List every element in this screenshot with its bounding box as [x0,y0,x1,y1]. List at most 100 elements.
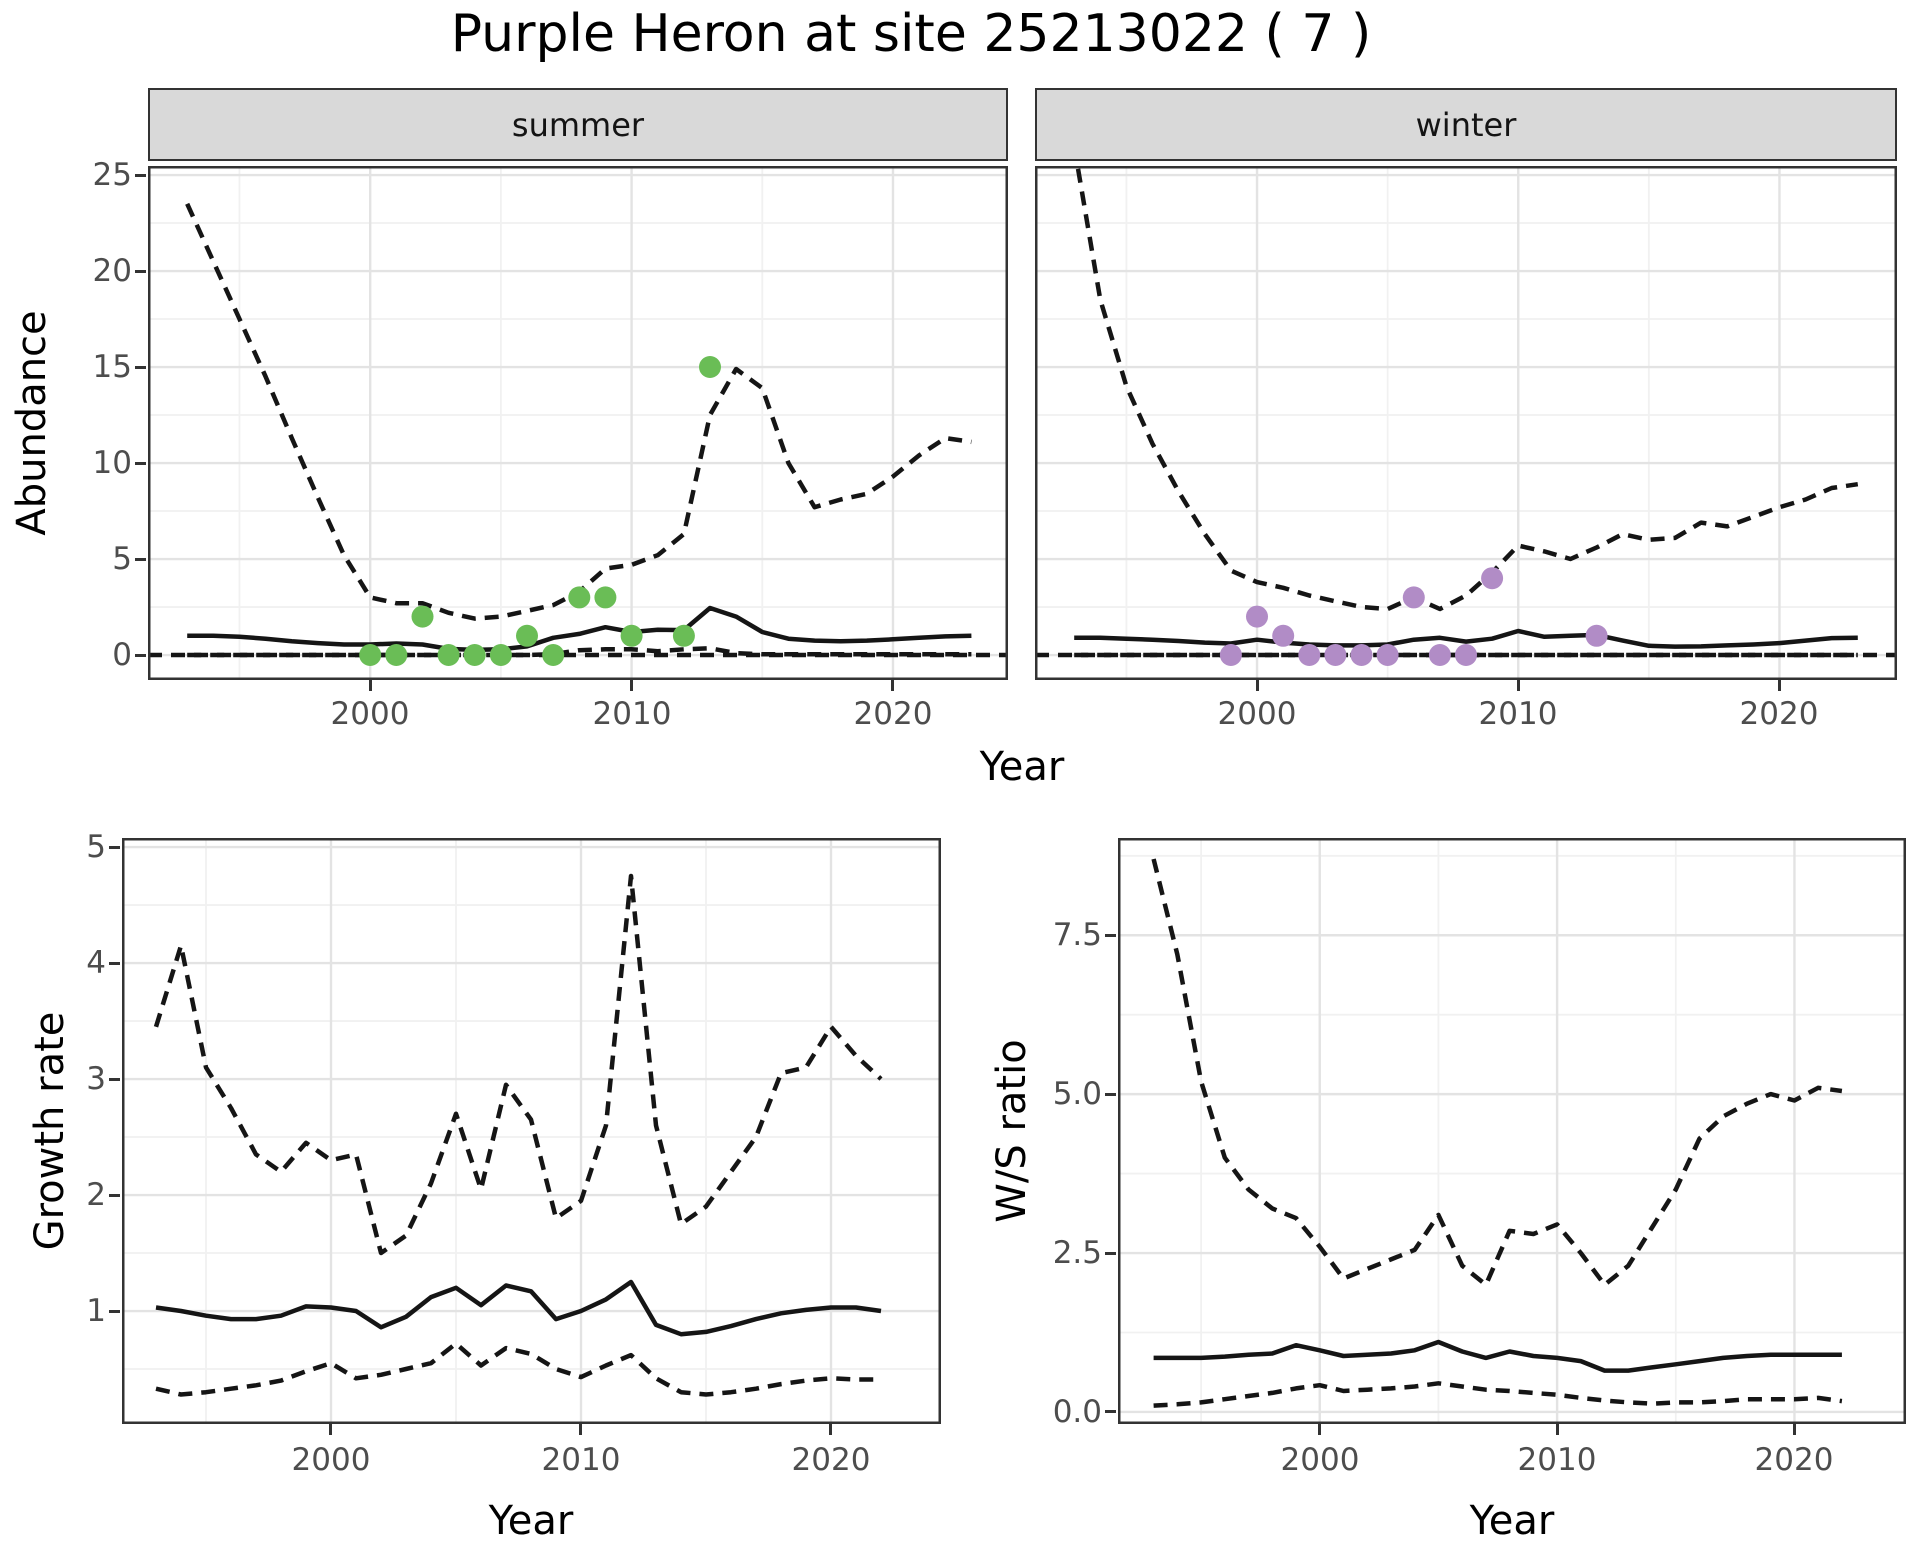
observation-point [1350,644,1373,666]
x-tick-mark [829,1424,832,1435]
observation-point [385,644,408,666]
panel-border [1118,838,1906,1424]
observation-point [411,605,434,628]
x-tick-label: 2020 [1754,1442,1834,1478]
y-tick-label: 7.5 [1052,917,1102,953]
x-tick-label: 2010 [592,696,672,732]
y-axis-title-abundance: Abundance [9,310,55,536]
y-tick-label: 3 [86,1061,106,1097]
x-tick-label: 2010 [541,1442,621,1478]
x-tick-mark [329,1424,332,1435]
x-tick-label: 2000 [291,1442,371,1478]
y-tick-label: 25 [92,157,132,193]
y-tick-mark [135,366,146,369]
x-axis-title-year-growth: Year [488,1498,574,1544]
observation-point [516,624,538,647]
x-tick-label: 2020 [853,696,933,732]
y-tick-label: 2.5 [1052,1235,1102,1271]
x-tick-mark [579,1424,582,1435]
series-lower_95ci [155,1341,881,1397]
y-axis-title-growth-rate: Growth rate [27,1011,73,1251]
series-upper_95ci [185,202,972,621]
y-tick-label: 5 [112,541,132,577]
y-tick-label: 20 [92,253,132,289]
series-upper_95ci [1071,145,1859,612]
x-axis-title-year-top: Year [979,744,1065,790]
facet-strip-winter-label: winter [1415,105,1517,144]
y-tick-mark [135,270,146,273]
observation-point [568,586,591,609]
panel-ws-ratio [1118,838,1906,1424]
abundance_winter-plot-area [1035,145,1897,680]
panel-border [148,166,1008,680]
x-axis-title-year-ws: Year [1469,1498,1555,1544]
facet-strip-winter: winter [1035,88,1897,161]
y-tick-mark [1105,1410,1116,1413]
y-tick-mark [135,174,146,177]
y-tick-mark [109,1078,120,1081]
observation-point [1272,624,1295,647]
page-title: Purple Heron at site 25213022 ( 7 ) [450,4,1372,64]
observation-point [594,586,617,609]
y-tick-mark [109,1310,120,1313]
observation-point [1455,644,1477,666]
y-tick-label: 5 [86,829,106,865]
abundance_summer-plot-area [148,166,1008,680]
observation-point [542,644,565,666]
y-tick-label: 4 [86,945,106,981]
observation-point [620,624,643,647]
ws_ratio-plot-area [1118,838,1906,1424]
y-tick-mark [1105,1093,1116,1096]
y-tick-mark [109,1194,120,1197]
y-tick-mark [109,962,120,965]
x-tick-mark [1778,680,1781,691]
x-tick-label: 2000 [1217,696,1297,732]
observation-point [1298,644,1321,666]
x-tick-mark [369,680,372,691]
y-tick-mark [135,462,146,465]
observation-point [672,624,695,647]
observation-point [437,644,460,666]
observation-point [489,644,512,666]
observation-point [1219,644,1242,666]
observation-point [699,356,721,378]
y-tick-label: 1 [86,1293,106,1329]
series-fit [1074,628,1858,649]
observation-point [1324,644,1347,666]
y-tick-mark [109,846,120,849]
series-fit [155,1279,882,1337]
y-tick-mark [135,654,146,657]
y-tick-label: 5.0 [1052,1076,1102,1112]
x-tick-mark [1556,1424,1559,1435]
y-tick-mark [135,558,146,561]
observation-point [359,644,382,666]
panel-growth-rate [122,838,941,1424]
x-tick-label: 2020 [791,1442,871,1478]
panel-border [1035,166,1897,680]
y-tick-label: 10 [92,445,132,481]
y-tick-label: 2 [86,1177,106,1213]
y-tick-label: 0 [112,637,132,673]
series-lower_95ci [187,646,972,658]
y-tick-mark [1105,1252,1116,1255]
x-tick-label: 2000 [330,696,410,732]
observation-point [1481,567,1504,590]
series-fit [187,605,972,653]
series-upper_95ci [153,873,883,1256]
observation-point [463,644,486,666]
y-tick-label: 0.0 [1052,1394,1102,1430]
observation-point [1428,644,1451,666]
observation-point [1402,586,1425,609]
growth_rate-plot-area [122,838,941,1424]
x-tick-mark [1517,680,1520,691]
panel-abundance-summer [148,166,1008,680]
x-tick-mark [891,680,894,691]
series-upper_95ci [1151,858,1843,1288]
facet-strip-summer-label: summer [511,105,645,144]
x-tick-mark [1318,1424,1321,1435]
series-lower_95ci [1153,1381,1843,1408]
x-tick-mark [1256,680,1259,691]
x-tick-label: 2000 [1280,1442,1360,1478]
y-tick-mark [1105,934,1116,937]
observation-point [1585,624,1608,647]
